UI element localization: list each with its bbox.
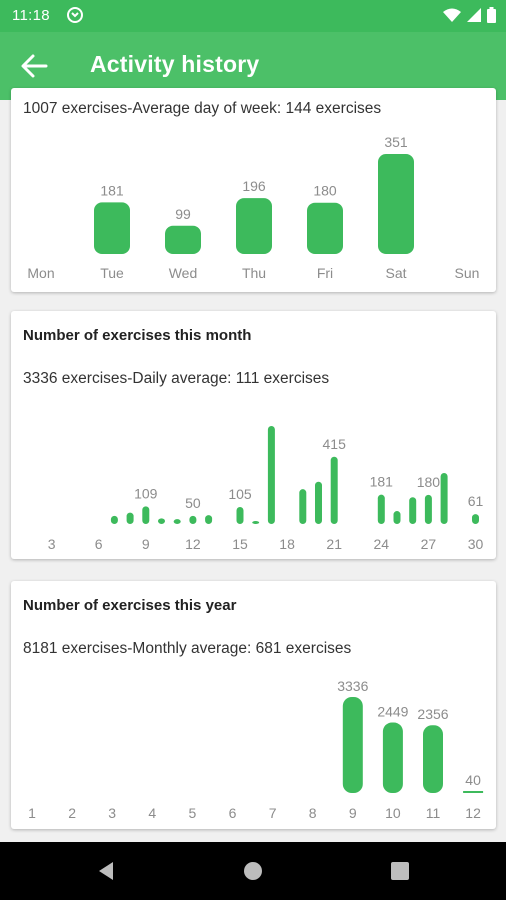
month-day-bar [424,494,432,524]
bar-value-label: 181 [100,182,124,198]
status-time: 11:18 [12,7,50,24]
x-tick-label: 1 [28,805,36,821]
month-chart-card: Number of exercises this month 3336 exer… [11,311,496,559]
x-tick-label: Sat [385,265,406,281]
x-tick-label: Wed [169,265,198,281]
battery-icon [487,7,496,23]
month-day-bar [205,515,213,524]
month-day-bar [126,512,134,524]
circle-home-icon[interactable] [241,859,265,883]
month-day-bar [236,506,244,524]
weekday-bar [236,198,272,254]
x-tick-label: Tue [100,265,124,281]
x-tick-label: 30 [468,536,484,552]
month-day-bar [189,515,197,524]
weekday-bar [165,225,201,254]
x-tick-label: Sun [455,265,480,281]
x-tick-label: 11 [426,805,441,821]
x-tick-label: 4 [148,805,156,821]
x-tick-label: 5 [189,805,197,821]
bar-value-label: 109 [134,485,158,501]
month-day-bar [377,494,385,524]
year-chart-card: Number of exercises this year 8181 exerc… [11,581,496,829]
bar-value-label: 2356 [417,706,448,722]
month-day-bar [330,456,338,524]
arrow-back-icon[interactable] [20,53,48,79]
x-tick-label: 10 [385,805,401,821]
month-bar-chart: 109 50 105 415 181 180 61 3 6 9 12 15 18 21 24 27 30 [48,426,484,552]
x-tick-label: 12 [185,536,201,552]
month-day-bar [142,506,150,524]
signal-icon [467,8,481,22]
bar-value-label: 2449 [377,704,408,720]
weekday-bar [378,154,414,254]
year-summary: 8181 exercises-Monthly average: 681 exer… [23,640,352,657]
x-tick-label: 8 [309,805,317,821]
x-tick-label: 27 [421,536,437,552]
month-day-bar [173,519,181,524]
month-bar [463,791,484,793]
bar-value-label: 415 [323,436,347,452]
bar-value-label: 181 [370,474,394,490]
x-tick-label: 6 [95,536,103,552]
x-tick-label: Mon [27,265,54,281]
month-day-bar [267,426,275,524]
month-bar [423,725,443,793]
sync-icon [67,7,83,23]
x-tick-label: 18 [279,536,295,552]
month-day-bar [315,481,322,524]
month-day-bar [110,515,118,524]
x-tick-label: Thu [242,265,266,281]
triangle-back-icon[interactable] [94,859,118,883]
x-tick-label: 2 [68,805,76,821]
weekday-summary: 1007 exercises-Average day of week: 144 … [23,100,382,117]
bar-value-label: 50 [185,495,201,511]
weekday-chart-card: 1007 exercises-Average day of week: 144 … [11,88,496,292]
system-nav-bar [0,842,506,900]
x-tick-label: 6 [229,805,237,821]
bar-value-label: 180 [313,183,337,199]
month-bar [382,722,403,793]
x-tick-label: Fri [317,265,333,281]
month-day-bar [393,511,401,524]
x-tick-label: 12 [465,805,481,821]
weekday-bar [307,202,343,254]
wifi-icon [443,8,461,22]
bar-value-label: 105 [228,486,252,502]
bar-value-label: 40 [465,772,481,788]
month-bar [342,697,363,793]
month-summary: 3336 exercises-Daily average: 111 exerci… [23,370,330,387]
bar-value-label: 3336 [337,678,368,694]
month-day-bar [299,489,307,524]
square-recents-icon[interactable] [388,859,412,883]
month-day-bar [252,521,260,524]
bar-value-label: 180 [417,474,441,490]
x-tick-label: 7 [269,805,277,821]
x-tick-label: 24 [374,536,390,552]
weekday-bar-chart: Mon 181 Tue 99 Wed 196 Thu 180 Fri 351 Sat Sun [27,134,480,281]
x-tick-label: 3 [108,805,116,821]
weekday-bar [94,202,130,254]
x-tick-label: 3 [48,536,56,552]
month-day-bar [158,518,165,524]
x-tick-label: 9 [349,805,357,821]
bar-value-label: 61 [468,493,484,509]
month-day-bar [440,472,448,524]
month-card-title: Number of exercises this month [23,327,252,344]
bar-value-label: 351 [384,134,408,150]
x-tick-label: 9 [142,536,150,552]
page-title: Activity history [90,51,260,77]
bar-value-label: 99 [175,206,191,222]
status-bar: 11:18 [0,0,506,32]
bar-value-label: 196 [242,178,266,194]
month-day-bar [409,497,417,524]
x-tick-label: 15 [232,536,248,552]
x-tick-label: 21 [326,536,342,552]
year-card-title: Number of exercises this year [23,597,237,614]
month-day-bar [472,514,479,524]
